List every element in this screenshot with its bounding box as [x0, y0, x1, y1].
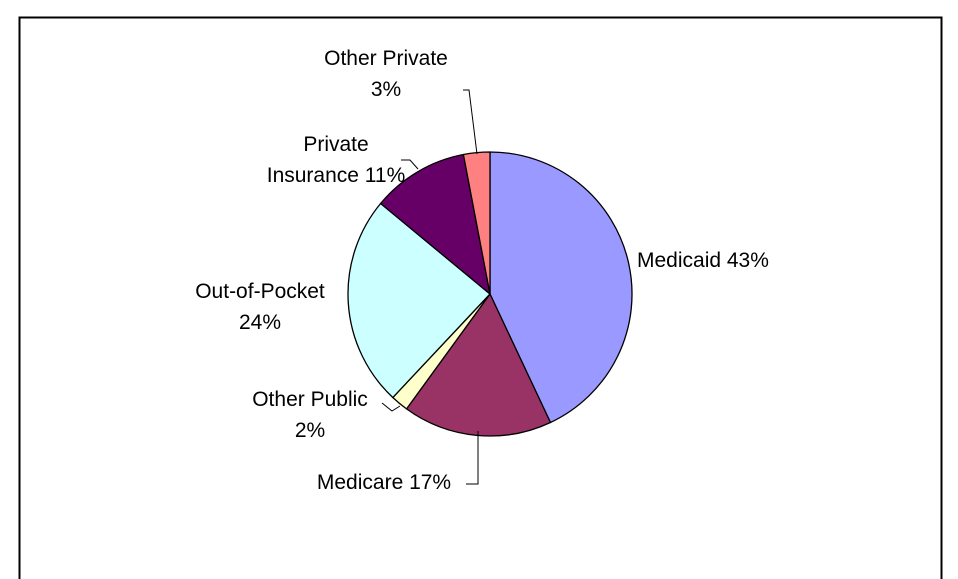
leader-line-medicare — [466, 431, 479, 485]
slice-label-line: 2% — [295, 419, 325, 442]
slice-label-medicare: Medicare 17% — [317, 471, 451, 494]
leader-lines — [381, 89, 479, 485]
slice-label-line: Medicaid 43% — [637, 249, 769, 272]
slice-label-private-insurance: Private Insurance 11% — [267, 133, 406, 187]
slice-label-other-public: Other Public 2% — [252, 388, 368, 442]
slice-label-out-of-pocket: Out-of-Pocket 24% — [195, 280, 325, 334]
slice-label-medicaid: Medicaid 43% — [637, 249, 769, 272]
slice-label-line: Out-of-Pocket — [195, 280, 325, 303]
leader-line-private-insurance — [401, 159, 419, 170]
slice-label-line: Other Public — [252, 388, 368, 411]
slice-label-line: 24% — [239, 311, 281, 334]
leader-line-other-private — [463, 89, 478, 155]
chart-border — [18, 16, 943, 579]
pie-slice-private-insurance — [379, 153, 491, 295]
slice-label-line: Medicare 17% — [317, 471, 451, 494]
pie-slice-medicaid — [489, 151, 633, 424]
pie-slice-out-of-pocket — [347, 202, 491, 399]
slice-label-line: Private — [303, 133, 368, 156]
slice-label-other-private: Other Private 3% — [324, 47, 448, 101]
pie-slice-medicare — [405, 293, 552, 437]
pie-slices — [347, 151, 633, 437]
slice-label-line: 3% — [371, 78, 401, 101]
slice-labels: Medicaid 43% Medicare 17% Other Public 2% Ou… — [195, 47, 769, 494]
slice-label-line: Other Private — [324, 47, 448, 70]
leader-line-other-public — [381, 402, 401, 412]
slice-label-line: Insurance 11% — [267, 164, 406, 187]
